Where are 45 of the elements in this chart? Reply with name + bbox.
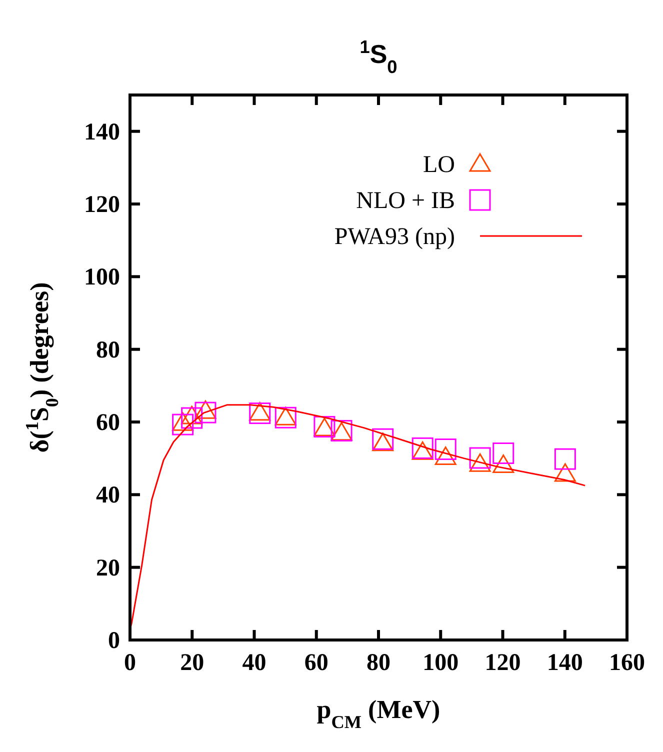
- point: [372, 428, 394, 450]
- point: [372, 432, 394, 452]
- x-tick-label: 100: [422, 650, 459, 676]
- legend-entry: LO: [423, 152, 492, 178]
- x-tick-label: 20: [180, 650, 204, 676]
- point: [492, 442, 514, 464]
- point: [469, 453, 491, 472]
- x-tick-label: 120: [484, 650, 521, 676]
- point: [434, 438, 456, 460]
- x-tick-label: 0: [124, 650, 136, 676]
- point: [492, 454, 514, 473]
- point: [172, 412, 194, 431]
- legend-entry: PWA93 (np): [334, 224, 582, 250]
- legend-entry: NLO + IB: [356, 188, 491, 214]
- point: [172, 414, 194, 436]
- point: [181, 406, 203, 424]
- y-tick-label: 100: [84, 264, 120, 291]
- chart-title: $^{1}$S$_{0}$: [360, 37, 398, 77]
- point: [249, 402, 271, 421]
- y-tick-label: 120: [84, 192, 120, 218]
- x-tick-label: 40: [242, 650, 266, 676]
- y-tick-label: 20: [96, 555, 120, 582]
- legend-label: PWA93 (np): [334, 224, 455, 250]
- legend-label: NLO + IB: [356, 188, 455, 214]
- y-tick-label: 140: [84, 119, 120, 146]
- point: [249, 402, 271, 424]
- point: [554, 448, 576, 470]
- point: [434, 446, 456, 465]
- point: [469, 447, 491, 469]
- point: [412, 441, 434, 460]
- point: [181, 407, 203, 429]
- x-axis-title: p$_{CM}$ (MeV): [316, 695, 440, 732]
- y-tick-label: 0: [108, 628, 120, 654]
- point: [554, 463, 576, 482]
- x-tick-label: 160: [609, 650, 645, 676]
- legend-label: LO: [423, 152, 455, 178]
- x-tick-label: 80: [366, 650, 390, 676]
- y-tick-label: 40: [96, 482, 120, 509]
- point: [194, 400, 216, 419]
- x-tick-label: 140: [546, 650, 583, 676]
- x-tick-label: 60: [304, 650, 328, 676]
- y-tick-label: 80: [96, 337, 120, 364]
- y-tick-label: 60: [96, 410, 120, 436]
- point: [194, 402, 216, 424]
- point: [412, 437, 434, 459]
